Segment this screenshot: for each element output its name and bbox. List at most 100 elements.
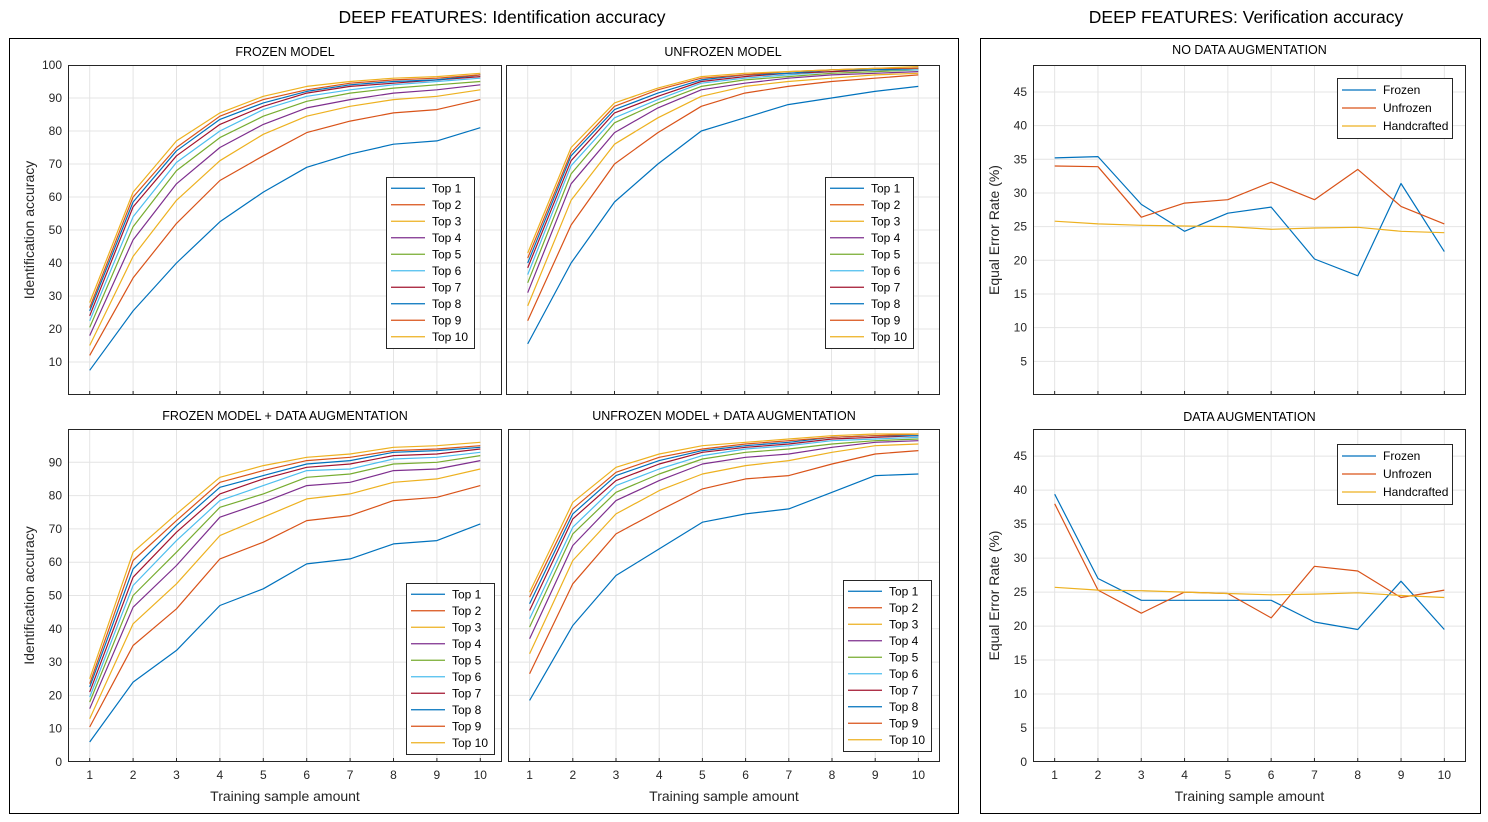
legend-label: Top 5: [871, 247, 901, 261]
y-tick-label: 40: [1014, 483, 1028, 497]
series-line-top-5: [527, 69, 919, 284]
y-tick-label: 45: [1014, 449, 1028, 463]
legend-label: Top 8: [871, 297, 901, 311]
series-line-top-1: [89, 127, 481, 371]
y-tick-label: 25: [1014, 585, 1028, 599]
legend-label: Top 4: [889, 634, 919, 648]
series-line-top-10: [89, 72, 481, 303]
y-tick-label: 100: [42, 58, 62, 72]
y-tick-label: 80: [49, 124, 63, 138]
x-tick-label: 5: [1225, 768, 1232, 782]
y-tick-label: 10: [1014, 687, 1028, 701]
y-tick-label: 20: [49, 322, 63, 336]
x-tick-label: 4: [656, 768, 663, 782]
chart-verif_noaug: NO DATA AUGMENTATION 5 10 15 20 25 30 35 40 45 Equ…: [986, 43, 1466, 395]
series-line-top-9: [89, 74, 481, 308]
y-axis-label: Equal Error Rate (%): [986, 531, 1002, 661]
y-tick-label: 20: [1014, 619, 1028, 633]
legend-label: Top 1: [871, 181, 901, 195]
x-tick-label: 6: [742, 768, 749, 782]
x-tick-label: 1: [526, 768, 533, 782]
axes-box: [68, 65, 502, 395]
series-line-unfrozen: [1054, 503, 1445, 619]
x-tick-label: 7: [785, 768, 792, 782]
legend-label: Top 7: [889, 683, 919, 697]
series-line-handcrafted: [1054, 586, 1445, 599]
series-line-top-4: [89, 460, 481, 709]
y-tick-label: 80: [49, 489, 63, 503]
chart-title: UNFROZEN MODEL: [664, 45, 781, 59]
y-tick-label: 30: [49, 655, 63, 669]
y-tick-label: 10: [49, 355, 63, 369]
legend-label: Frozen: [1383, 83, 1420, 97]
series-line-top-8: [89, 446, 481, 688]
legend-label: Top 3: [889, 617, 919, 631]
x-tick-label: 7: [347, 768, 354, 782]
chart-unfrozen_aug: UNFROZEN MODEL + DATA AUGMENTATION 1 2 3 4 5 6…: [508, 409, 940, 804]
x-tick-label: 10: [1438, 768, 1452, 782]
legend-label: Top 10: [889, 733, 925, 747]
x-tick-label: 1: [86, 768, 93, 782]
legend-label: Top 7: [871, 280, 901, 294]
x-axis-label: Training sample amount: [210, 788, 360, 804]
chart-title: DATA AUGMENTATION: [1183, 410, 1315, 424]
x-tick-label: 10: [912, 768, 926, 782]
legend-label: Top 10: [452, 736, 488, 750]
x-tick-label: 4: [1181, 768, 1188, 782]
axes-box: [68, 429, 502, 762]
legend-label: Top 9: [889, 716, 919, 730]
axes-box: [506, 65, 940, 395]
y-tick-label: 15: [1014, 653, 1028, 667]
y-tick-label: 70: [49, 157, 63, 171]
axes-box: [1033, 65, 1466, 395]
y-tick-label: 25: [1014, 220, 1028, 234]
series-line-top-4: [527, 71, 919, 293]
axes-box: [508, 429, 940, 762]
legend-label: Top 3: [452, 620, 482, 634]
series-line-top-6: [529, 436, 919, 620]
y-tick-label: 90: [49, 455, 63, 469]
y-tick-label: 30: [1014, 186, 1028, 200]
legend-label: Frozen: [1383, 449, 1420, 463]
chart-title: FROZEN MODEL + DATA AUGMENTATION: [162, 409, 408, 423]
legend-label: Top 1: [452, 587, 482, 601]
legend-label: Top 6: [889, 667, 919, 681]
legend-label: Unfrozen: [1383, 101, 1432, 115]
series-line-top-5: [89, 455, 481, 703]
y-tick-label: 0: [1020, 755, 1027, 769]
series-line-top-1: [527, 85, 919, 345]
series-line-top-8: [527, 67, 919, 264]
series-line-top-1: [89, 523, 481, 743]
series-line-top-2: [529, 450, 919, 675]
legend-label: Top 8: [452, 703, 482, 717]
series-line-top-4: [529, 440, 919, 640]
x-tick-label: 2: [1095, 768, 1102, 782]
legend-label: Top 2: [889, 601, 919, 615]
legend-label: Top 1: [889, 584, 919, 598]
series-line-top-3: [527, 72, 919, 307]
series-line-top-1: [529, 473, 919, 701]
legend-label: Top 4: [871, 231, 901, 245]
y-tick-label: 40: [49, 256, 63, 270]
series-line-top-5: [529, 438, 919, 628]
series-line-top-9: [89, 445, 481, 684]
legend-label: Top 5: [452, 653, 482, 667]
x-tick-label: 8: [1354, 768, 1361, 782]
legend-label: Top 6: [452, 670, 482, 684]
x-tick-label: 10: [474, 768, 488, 782]
series-line-top-7: [527, 67, 919, 269]
legend-label: Handcrafted: [1383, 119, 1448, 133]
series-line-top-7: [89, 76, 481, 317]
legend-label: Handcrafted: [1383, 485, 1448, 499]
y-tick-label: 40: [49, 622, 63, 636]
left-figure-title: DEEP FEATURES: Identification accuracy: [338, 7, 665, 27]
legend-label: Top 2: [871, 198, 901, 212]
x-tick-label: 2: [569, 768, 576, 782]
x-tick-label: 6: [1268, 768, 1275, 782]
legend-label: Top 5: [432, 247, 462, 261]
y-tick-label: 60: [49, 555, 63, 569]
left-figure-frame: [9, 38, 959, 814]
legend-label: Top 4: [432, 231, 462, 245]
series-line-top-4: [89, 84, 481, 336]
